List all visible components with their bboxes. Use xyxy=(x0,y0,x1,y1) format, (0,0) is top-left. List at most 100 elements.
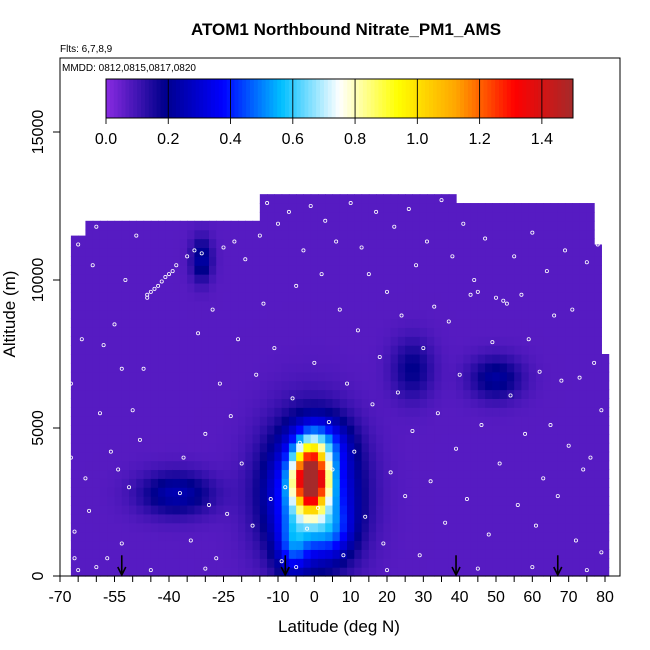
heatmap-cell xyxy=(477,238,486,249)
heatmap-cell xyxy=(456,282,464,293)
heatmap-cell xyxy=(194,362,203,373)
heatmap-cell xyxy=(208,238,217,249)
heatmap-cell xyxy=(288,513,297,524)
colorbar-segment xyxy=(448,79,453,118)
heatmap-cell xyxy=(557,487,566,497)
heatmap-cell xyxy=(158,496,166,506)
heatmap-cell xyxy=(92,309,101,320)
heatmap-cell xyxy=(405,309,414,320)
heatmap-cell xyxy=(361,442,370,453)
heatmap-cell xyxy=(492,318,501,328)
heatmap-cell xyxy=(107,274,116,284)
heatmap-cell xyxy=(376,416,384,426)
heatmap-cell xyxy=(565,487,573,497)
heatmap-cell xyxy=(78,300,87,311)
heatmap-cell xyxy=(325,460,334,471)
sample-point xyxy=(257,233,262,238)
heatmap-cell xyxy=(376,247,384,257)
sample-point xyxy=(384,289,389,294)
sample-point xyxy=(119,541,124,546)
heatmap-cell xyxy=(223,451,232,462)
heatmap-cell xyxy=(238,220,246,231)
heatmap-cell xyxy=(477,496,486,506)
heatmap-cell xyxy=(274,389,283,399)
heatmap-cell xyxy=(281,211,290,222)
sample-point xyxy=(112,322,117,327)
heatmap-cell xyxy=(172,442,181,453)
heatmap-cell xyxy=(129,433,137,444)
heatmap-cell xyxy=(187,380,196,391)
heatmap-cell xyxy=(230,274,239,284)
sample-point xyxy=(203,566,208,571)
colorbar-segment xyxy=(510,79,516,118)
heatmap-cell xyxy=(463,451,472,462)
heatmap-cell xyxy=(499,309,508,320)
heatmap-cell xyxy=(354,256,363,266)
heatmap-cell xyxy=(194,256,203,266)
heatmap-cell xyxy=(150,336,159,346)
colorbar-segment xyxy=(456,79,461,118)
heatmap-cell xyxy=(405,211,414,222)
heatmap-cell xyxy=(99,513,108,524)
heatmap-cell xyxy=(506,256,515,266)
heatmap-cell xyxy=(557,513,566,524)
heatmap-cell xyxy=(223,460,232,471)
heatmap-cell xyxy=(376,496,384,506)
heatmap-cell xyxy=(463,425,472,435)
heatmap-cell xyxy=(230,416,239,426)
heatmap-cell xyxy=(565,282,573,293)
heatmap-cell xyxy=(339,540,348,550)
heatmap-cell xyxy=(477,487,486,497)
heatmap-cell xyxy=(347,469,355,479)
heatmap-cell xyxy=(390,558,399,568)
heatmap-cell xyxy=(492,416,501,426)
heatmap-cell xyxy=(506,220,515,231)
heatmap-cell xyxy=(216,433,225,444)
heatmap-cell xyxy=(477,504,486,515)
heatmap-cell xyxy=(572,327,581,337)
heatmap-cell xyxy=(143,460,152,471)
heatmap-cell xyxy=(158,513,166,524)
heatmap-cell xyxy=(499,371,508,382)
heatmap-cell xyxy=(448,327,457,337)
heatmap-cell xyxy=(281,504,290,515)
heatmap-cell xyxy=(267,345,275,355)
heatmap-cell xyxy=(129,425,137,435)
heatmap-cell xyxy=(397,229,406,240)
heatmap-cell xyxy=(158,229,166,240)
heatmap-cell xyxy=(85,345,94,355)
heatmap-cell xyxy=(99,451,108,462)
heatmap-cell xyxy=(485,425,493,435)
heatmap-cell xyxy=(85,478,94,488)
heatmap-cell xyxy=(397,345,406,355)
heatmap-cell xyxy=(179,558,188,568)
heatmap-cell xyxy=(390,416,399,426)
heatmap-cell xyxy=(586,265,595,275)
heatmap-cell xyxy=(376,442,384,453)
heatmap-cell xyxy=(565,291,573,302)
heatmap-cell xyxy=(601,531,610,542)
heatmap-cell xyxy=(354,549,363,559)
y-tick-label: 10000 xyxy=(30,258,47,303)
heatmap-cell xyxy=(317,416,326,426)
heatmap-cell xyxy=(317,478,326,488)
heatmap-cell xyxy=(310,229,319,240)
heatmap-cell xyxy=(172,522,181,533)
heatmap-cell xyxy=(456,211,464,222)
heatmap-cell xyxy=(470,531,479,542)
colorbar-segment xyxy=(417,79,422,118)
heatmap-cell xyxy=(107,345,116,355)
colorbar-segment xyxy=(141,79,146,118)
heatmap-cell xyxy=(383,371,392,382)
heatmap-cell xyxy=(238,238,246,249)
heatmap-cell xyxy=(456,487,464,497)
heatmap-cell xyxy=(317,362,326,373)
heatmap-cell xyxy=(586,291,595,302)
heatmap-cell xyxy=(332,309,341,320)
heatmap-cell xyxy=(506,513,515,524)
heatmap-cell xyxy=(361,371,370,382)
heatmap-cell xyxy=(238,549,246,559)
heatmap-cell xyxy=(310,549,319,559)
heatmap-cell xyxy=(201,469,210,479)
heatmap-cell xyxy=(586,558,595,568)
